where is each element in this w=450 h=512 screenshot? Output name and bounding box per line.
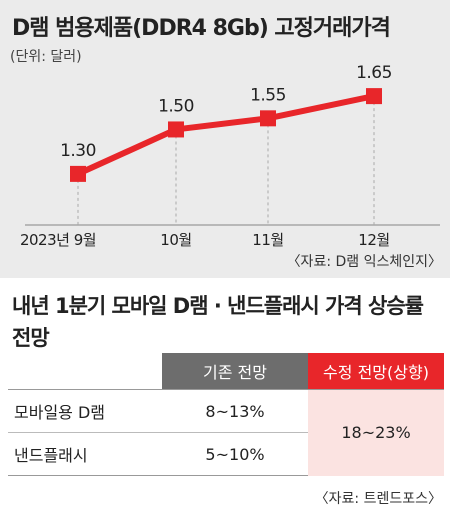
line-chart: 1.30 2023년 9월 1.50 10월 1.55 11월 1.65 12월 [20,63,440,249]
revised-value: 18~23% [308,389,444,476]
data-point-marker [168,121,184,138]
table-row: 낸드플래시 5~10% [8,432,444,476]
table-row: 모바일용 D램 8~13% 18~23% [8,389,444,476]
x-tick-label: 11월 [252,231,283,249]
forecast-table: 기존 전망 수정 전망(상향) 모바일용 D램 8~13% 18~23% 낸드플… [8,353,444,476]
data-label: 1.55 [250,85,286,105]
base-value: 8~13% [162,389,308,433]
chart-title: D램 범용제품(DDR4 8Gb) 고정거래가격 [12,16,391,41]
table-source: 〈자료: 트렌드포스〉 [314,491,442,507]
unit-note: (단위: 달러) [10,49,82,65]
data-label: 1.65 [356,63,392,83]
chart-source: 〈자료: D램 익스체인지〉 [286,254,442,270]
header-empty [8,353,162,390]
table-title: 내년 1분기 모바일 D램 · 낸드플래시 가격 상승률 전망 [12,294,424,350]
base-value: 5~10% [162,432,308,476]
data-point-marker [366,88,382,105]
chart-panel: D램 범용제품(DDR4 8Gb) 고정거래가격 (단위: 달러) 〈자료: D… [0,0,450,278]
data-point-marker [260,110,276,127]
header-revised-forecast: 수정 전망(상향) [308,353,444,390]
data-label: 1.50 [158,96,194,116]
data-point-marker [70,165,86,182]
row-label: 낸드플래시 [8,432,162,476]
header-base-forecast: 기존 전망 [162,353,308,390]
table-header-row: 기존 전망 수정 전망(상향) [8,353,444,390]
x-tick-label: 12월 [358,231,389,249]
x-tick-label: 10월 [160,231,191,249]
x-tick-label: 2023년 9월 [20,231,96,249]
data-label: 1.30 [60,141,96,161]
series-line [76,93,375,177]
row-label: 모바일용 D램 [8,389,162,433]
